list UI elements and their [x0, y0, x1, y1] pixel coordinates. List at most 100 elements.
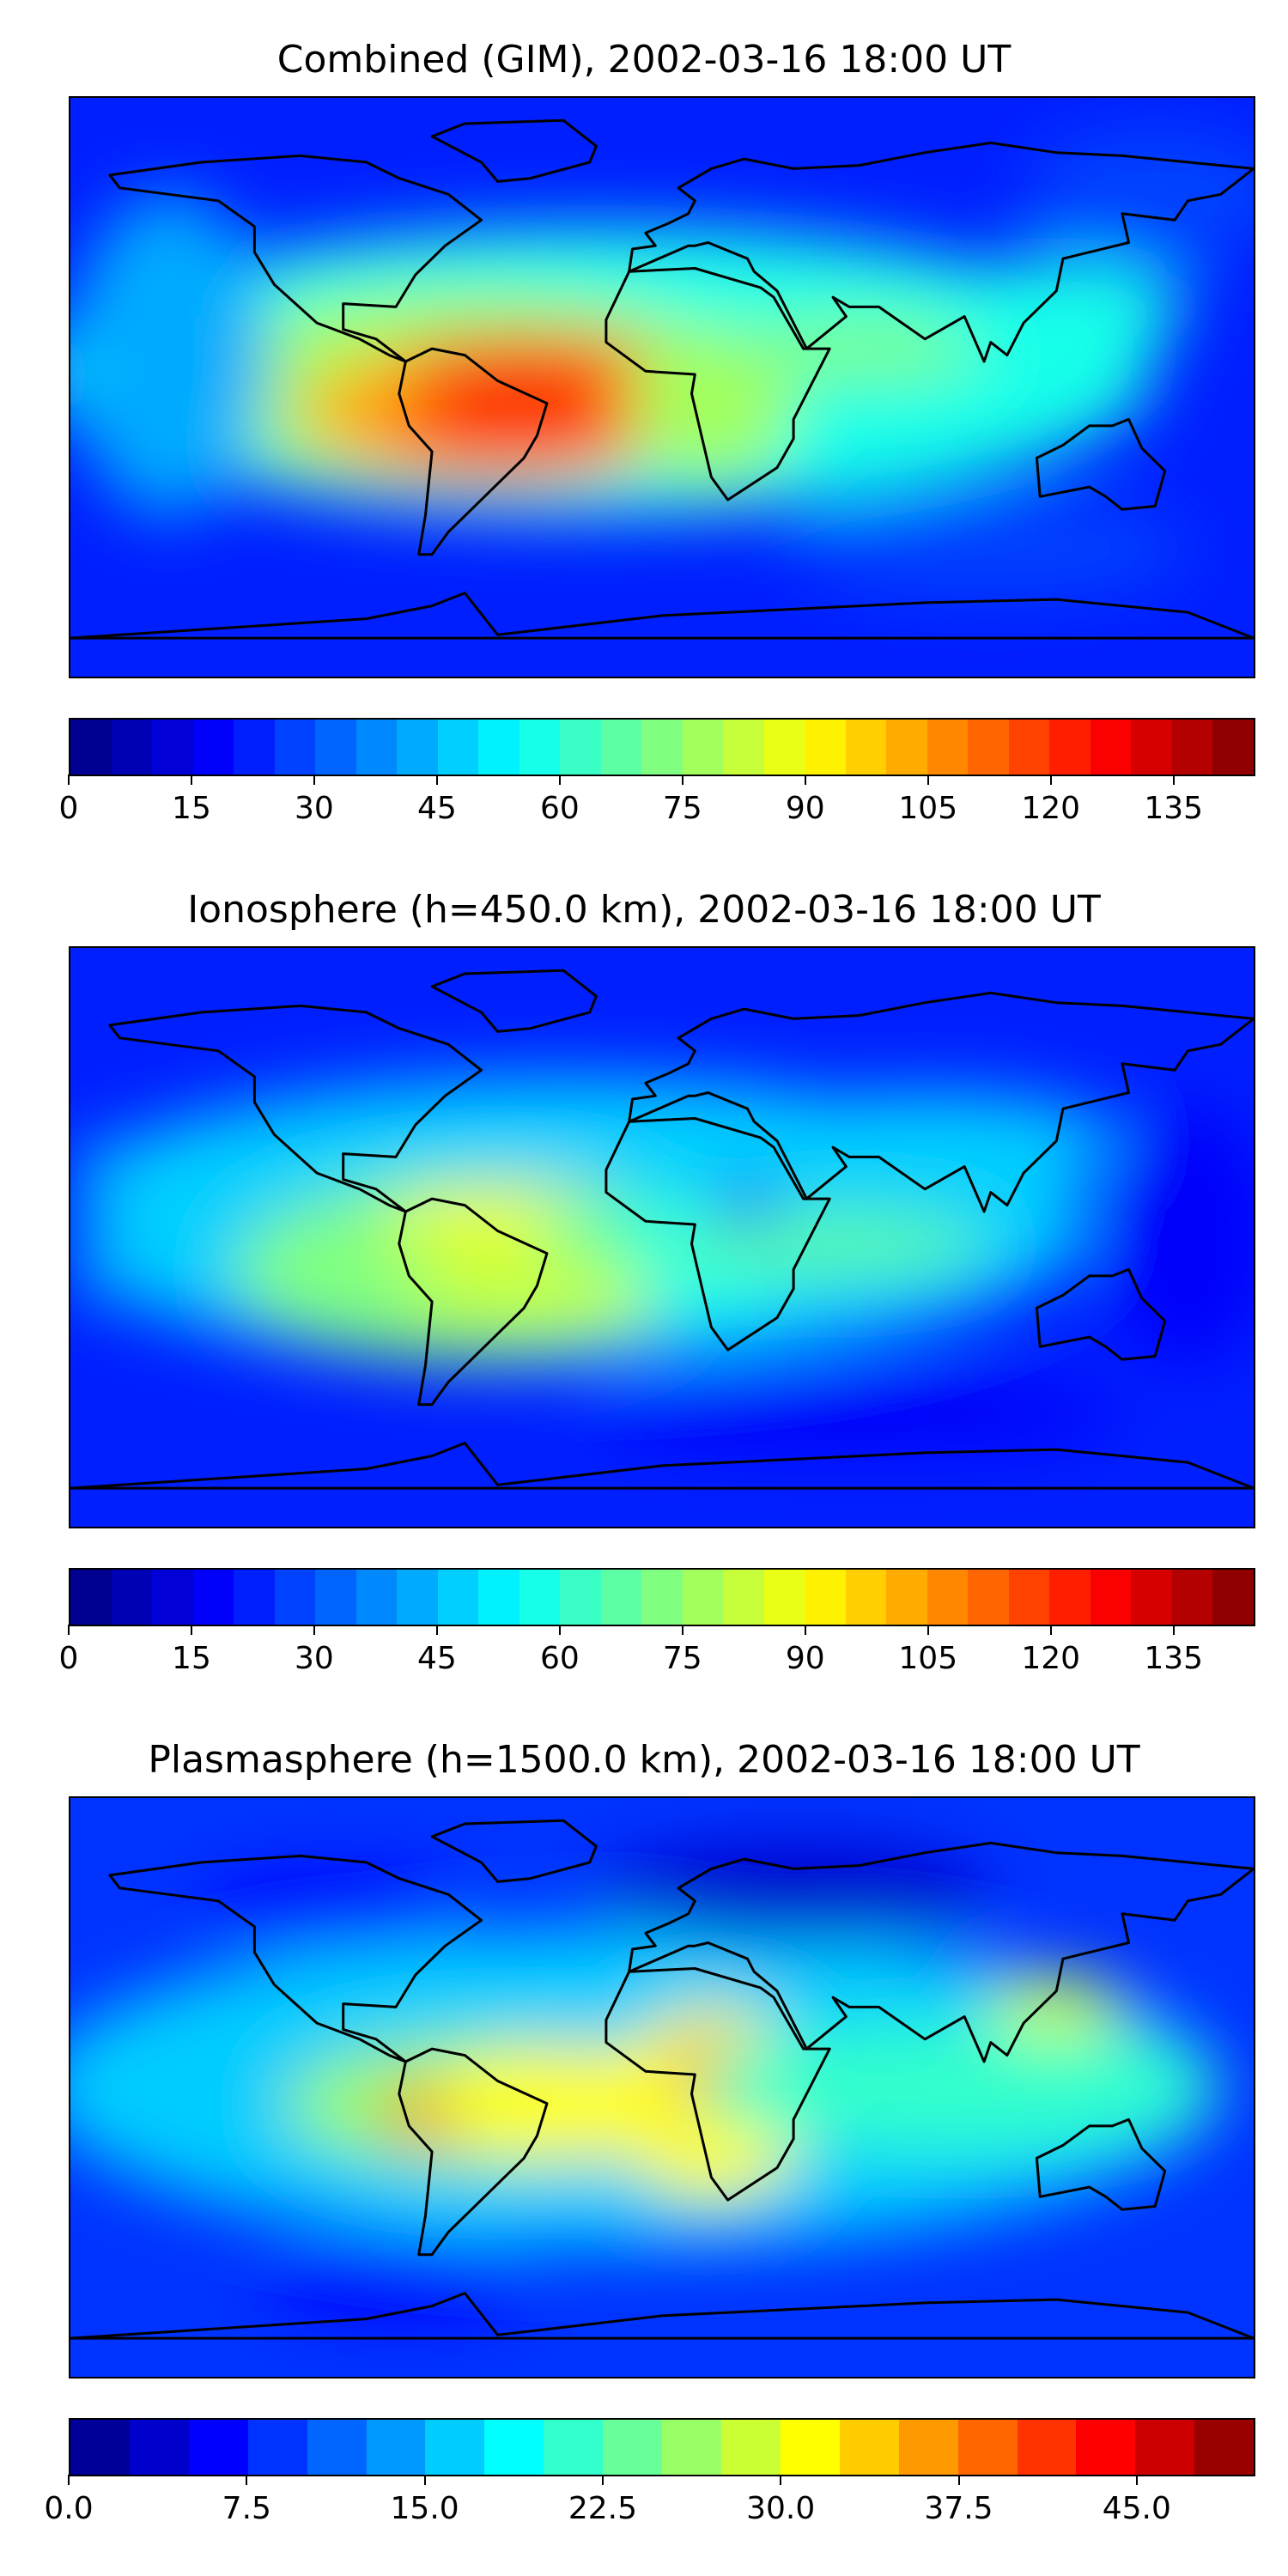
coastline	[1035, 417, 1167, 511]
colorbar-segment	[192, 1570, 234, 1625]
coastline	[1035, 1267, 1167, 1361]
colorbar-tick	[681, 775, 683, 785]
colorbar-segment	[234, 1570, 275, 1625]
colorbar-segment	[1049, 1570, 1091, 1625]
coastline	[628, 141, 1254, 363]
colorbar-segment	[1212, 1570, 1254, 1625]
colorbar-segment	[315, 1570, 356, 1625]
colorbar-segment	[723, 1570, 764, 1625]
colorbar-tick	[246, 2475, 248, 2485]
colorbar-segment	[1131, 720, 1172, 775]
colorbar-segment	[274, 1570, 316, 1625]
colorbar-tick	[435, 775, 438, 785]
colorbar-tick	[435, 1625, 438, 1635]
tec-contour-region	[925, 258, 1188, 355]
colorbar-tick-label: 75	[662, 791, 702, 826]
colorbar	[69, 1568, 1255, 1626]
colorbar-segment	[152, 720, 193, 775]
colorbar-segment	[478, 720, 519, 775]
tec-contour-region	[267, 2241, 531, 2319]
tec-contour-region	[202, 1872, 465, 1949]
tec-map-svg	[70, 948, 1254, 1527]
coastline	[108, 1854, 483, 2063]
colorbar-segment	[1076, 2420, 1136, 2475]
coastline	[108, 1004, 483, 1213]
colorbar-segment	[519, 1570, 561, 1625]
colorbar-tick	[190, 1625, 192, 1635]
colorbar-segment	[1090, 720, 1132, 775]
colorbar-tick-label: 45.0	[1102, 2491, 1171, 2526]
coastline	[628, 1841, 1254, 2063]
colorbar-segment	[307, 2420, 367, 2475]
colorbar-segment	[478, 1570, 519, 1625]
colorbar-tick-label: 15	[172, 791, 211, 826]
colorbar-segment	[927, 1570, 969, 1625]
colorbar-segment	[425, 2420, 485, 2475]
colorbar-segment	[315, 720, 356, 775]
colorbar-segment	[641, 720, 683, 775]
colorbar-tick-label: 105	[898, 1641, 958, 1676]
coastline	[70, 592, 1254, 640]
colorbar-segment	[560, 1570, 601, 1625]
colorbar-segment	[1049, 720, 1091, 775]
colorbar-segment	[720, 2420, 781, 2475]
tec-contour-region	[596, 1376, 1122, 1453]
colorbar	[69, 718, 1255, 776]
tec-contour-region	[695, 2023, 1221, 2152]
coastline	[628, 991, 1254, 1213]
colorbar-segment	[886, 720, 927, 775]
colorbar-tick	[1049, 775, 1052, 785]
colorbar-tick	[927, 775, 929, 785]
colorbar-tick	[68, 1625, 70, 1635]
colorbar-segment	[247, 2420, 307, 2475]
tec-map	[69, 1796, 1255, 2379]
colorbar-segment	[682, 1570, 724, 1625]
colorbar-tick	[68, 2475, 70, 2485]
colorbar-segment	[968, 1570, 1009, 1625]
colorbar-segment	[437, 720, 479, 775]
colorbar-tick-label: 0.0	[44, 2491, 94, 2526]
colorbar-segment	[1171, 1570, 1213, 1625]
colorbar-segment	[1017, 2420, 1077, 2475]
colorbar-segment	[898, 2420, 958, 2475]
colorbar-tick-label: 37.5	[924, 2491, 993, 2526]
colorbar-tick-label: 60	[539, 1641, 580, 1676]
colorbar-tick	[804, 775, 806, 785]
colorbar-tick	[804, 1625, 806, 1635]
tec-contour-region	[793, 500, 1188, 597]
colorbar-tick-label: 75	[662, 1641, 702, 1676]
colorbar-segment	[152, 1570, 193, 1625]
colorbar-segment	[1008, 1570, 1050, 1625]
coastline	[70, 1442, 1254, 1490]
coastline	[605, 267, 831, 501]
colorbar-tick	[1172, 775, 1175, 785]
colorbar-segment	[397, 720, 438, 775]
colorbar-tick-label: 30	[295, 791, 334, 826]
colorbar-segment	[763, 1570, 805, 1625]
coastline	[1035, 2117, 1167, 2211]
coastline	[605, 1967, 831, 2202]
colorbar-segment	[192, 720, 234, 775]
colorbar-segment	[927, 720, 969, 775]
coastline	[398, 2047, 549, 2257]
tec-map-svg	[70, 1798, 1254, 2377]
colorbar-segment	[845, 1570, 887, 1625]
coastline	[398, 1197, 549, 1406]
colorbar	[69, 2418, 1255, 2476]
colorbar-segment	[805, 1570, 846, 1625]
colorbar-segment	[662, 2420, 721, 2475]
colorbar-tick	[927, 1625, 929, 1635]
colorbar-segment	[397, 1570, 438, 1625]
colorbar-segment	[111, 1570, 153, 1625]
colorbar-tick	[558, 775, 561, 785]
colorbar-segment	[111, 720, 153, 775]
colorbar-tick-label: 90	[785, 791, 825, 826]
colorbar-tick-label: 105	[898, 791, 958, 826]
colorbar-segment	[603, 2420, 663, 2475]
colorbar-segment	[805, 720, 846, 775]
colorbar-tick-label: 15.0	[390, 2491, 459, 2526]
colorbar-tick	[558, 1625, 561, 1635]
coastline	[430, 1819, 598, 1883]
colorbar-tick-label: 135	[1144, 791, 1204, 826]
colorbar-tick-label: 135	[1144, 1641, 1204, 1676]
